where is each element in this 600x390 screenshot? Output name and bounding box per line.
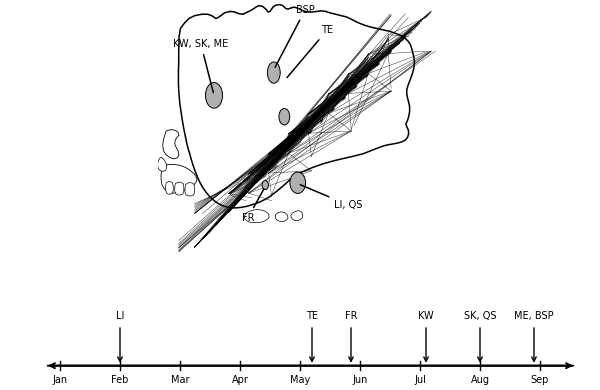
Text: TE: TE (287, 25, 334, 78)
Polygon shape (175, 182, 184, 195)
Ellipse shape (279, 108, 290, 125)
Polygon shape (178, 5, 415, 208)
Polygon shape (158, 157, 167, 171)
Text: Jun: Jun (352, 376, 368, 385)
Text: KW: KW (418, 311, 434, 321)
Text: Apr: Apr (232, 376, 248, 385)
Ellipse shape (268, 62, 280, 83)
Text: FR: FR (242, 189, 264, 223)
Text: SK, QS: SK, QS (464, 311, 496, 321)
Text: TE: TE (306, 311, 318, 321)
Ellipse shape (290, 172, 305, 193)
Polygon shape (291, 211, 303, 221)
Text: Jul: Jul (414, 376, 426, 385)
Ellipse shape (262, 181, 268, 190)
Text: FR: FR (345, 311, 357, 321)
Text: LI: LI (116, 311, 124, 321)
Text: Aug: Aug (470, 376, 490, 385)
Polygon shape (163, 129, 179, 159)
Text: LI, QS: LI, QS (300, 185, 362, 210)
Polygon shape (185, 183, 194, 196)
Text: KW, SK, ME: KW, SK, ME (173, 39, 229, 93)
Text: Sep: Sep (531, 376, 549, 385)
Text: BSP: BSP (275, 5, 314, 67)
Text: Jan: Jan (52, 376, 68, 385)
Text: ME, BSP: ME, BSP (514, 311, 554, 321)
Text: May: May (290, 376, 310, 385)
Polygon shape (166, 182, 173, 194)
Polygon shape (161, 165, 197, 193)
Text: Feb: Feb (112, 376, 128, 385)
Text: Mar: Mar (171, 376, 189, 385)
Ellipse shape (205, 83, 223, 108)
Polygon shape (244, 209, 269, 223)
Polygon shape (275, 212, 288, 222)
